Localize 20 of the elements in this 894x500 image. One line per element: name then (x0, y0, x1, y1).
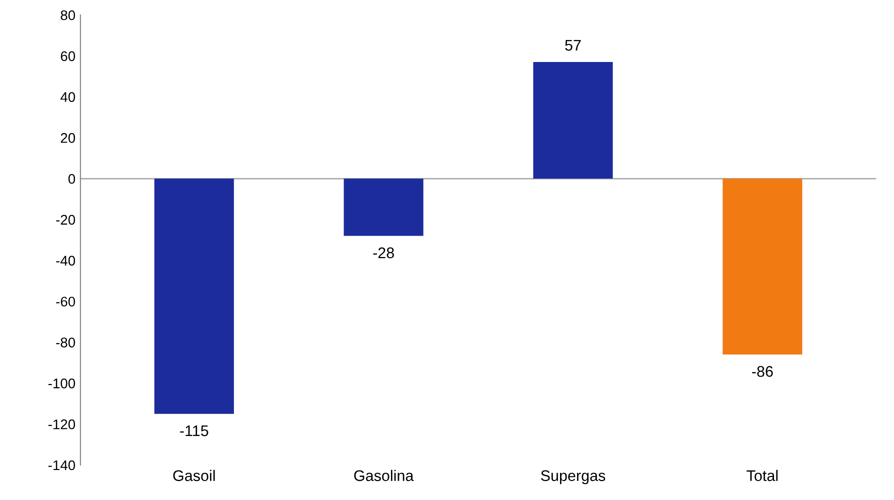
data-label: -86 (752, 366, 773, 377)
x-tick-label: Gasolina (354, 470, 414, 482)
y-tick-label: 60 (60, 51, 76, 62)
y-tick-label: -80 (56, 338, 76, 348)
y-tick-label: -100 (48, 378, 76, 388)
y-tick-label: 0 (68, 174, 76, 184)
x-tick-label: Total (746, 470, 778, 482)
y-tick-label: -60 (56, 296, 76, 307)
data-label: -28 (373, 247, 394, 258)
y-tick-label: 80 (60, 10, 76, 20)
x-tick-label: Gasoil (173, 470, 215, 482)
y-tick-label: -40 (56, 256, 76, 266)
y-tick-label: -20 (56, 214, 76, 225)
y-tick-label: 20 (60, 133, 76, 143)
y-tick-label: -140 (48, 460, 76, 470)
data-label: -115 (180, 426, 208, 436)
y-tick-label: 40 (60, 92, 76, 102)
x-tick-label: Supergas (541, 470, 606, 484)
data-label: 57 (565, 40, 581, 51)
y-tick-label: -120 (48, 419, 76, 430)
